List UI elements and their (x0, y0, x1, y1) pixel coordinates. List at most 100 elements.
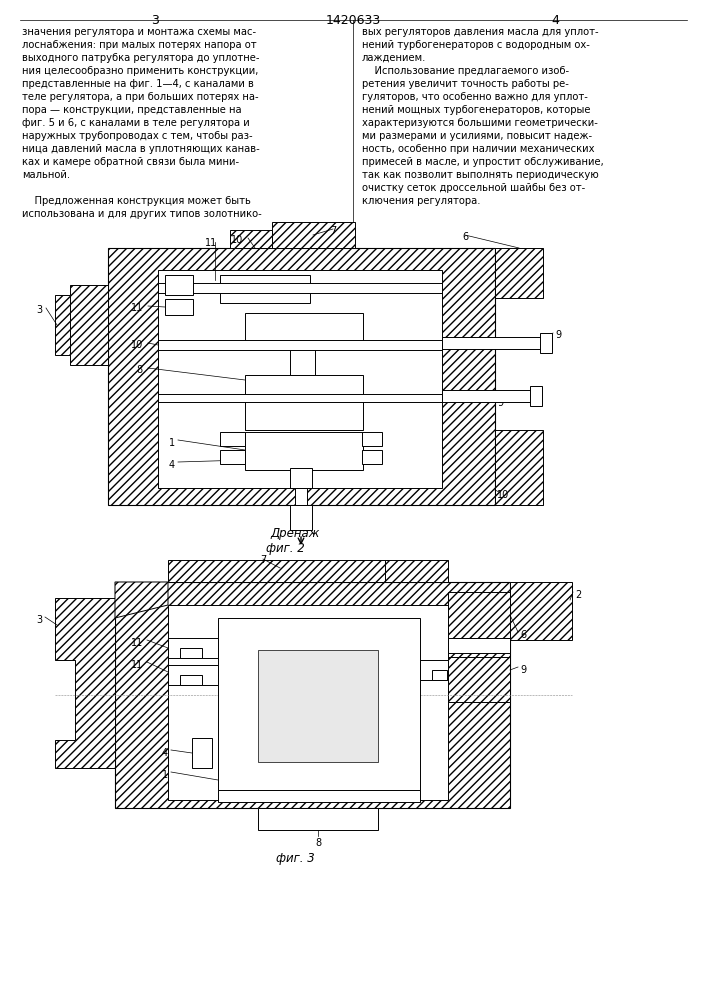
Text: характеризуются большими геометрически-: характеризуются большими геометрически- (362, 118, 598, 128)
Text: ница давлений масла в уплотняющих канав-: ница давлений масла в уплотняющих канав- (22, 144, 259, 154)
Bar (180, 648, 202, 658)
Bar (220, 275, 310, 303)
Bar (290, 468, 312, 488)
Text: лаждением.: лаждением. (362, 53, 426, 63)
Polygon shape (385, 560, 448, 582)
Text: 4: 4 (169, 460, 175, 470)
Text: 1: 1 (162, 770, 168, 780)
Bar (220, 450, 245, 464)
Bar (362, 432, 382, 446)
Bar (495, 430, 543, 505)
Bar (108, 248, 495, 505)
Text: использована и для других типов золотнико-: использована и для других типов золотник… (22, 209, 262, 219)
Bar (432, 670, 447, 680)
Text: ключения регулятора.: ключения регулятора. (362, 196, 481, 206)
Text: 2: 2 (575, 590, 581, 600)
Text: 9: 9 (555, 330, 561, 340)
Text: очистку сеток дроссельной шайбы без от-: очистку сеток дроссельной шайбы без от- (362, 183, 585, 193)
Bar (165, 299, 193, 315)
Text: 4: 4 (162, 748, 168, 758)
Text: теле регулятора, а при больших потерях на-: теле регулятора, а при больших потерях н… (22, 92, 259, 102)
Text: 3: 3 (36, 615, 42, 625)
Text: 9: 9 (497, 398, 503, 408)
Text: вых регуляторов давления масла для уплот-: вых регуляторов давления масла для уплот… (362, 27, 599, 37)
Bar (295, 488, 307, 505)
Bar (290, 505, 312, 530)
Bar (442, 390, 542, 402)
Bar (218, 618, 420, 790)
Bar (510, 582, 572, 640)
Text: 3: 3 (151, 14, 159, 27)
Bar (180, 675, 202, 685)
Text: 11: 11 (131, 303, 143, 313)
Bar (245, 432, 363, 470)
Text: ках и камере обратной связи была мини-: ках и камере обратной связи была мини- (22, 157, 239, 167)
Bar (290, 345, 315, 375)
Bar (448, 638, 510, 653)
Text: ния целесообразно применить конструкции,: ния целесообразно применить конструкции, (22, 66, 258, 76)
Text: 1420633: 1420633 (325, 14, 380, 27)
Text: значения регулятора и монтажа схемы мас-: значения регулятора и монтажа схемы мас- (22, 27, 256, 37)
Bar (230, 230, 272, 248)
Text: фиг. 5 и 6, с каналами в теле регулятора и: фиг. 5 и 6, с каналами в теле регулятора… (22, 118, 250, 128)
Text: представленные на фиг. 1—4, с каналами в: представленные на фиг. 1—4, с каналами в (22, 79, 254, 89)
Text: лоснабжения: при малых потерях напора от: лоснабжения: при малых потерях напора от (22, 40, 257, 50)
Text: Предложенная конструкция может быть: Предложенная конструкция может быть (22, 196, 251, 206)
Text: нений турбогенераторов с водородным ох-: нений турбогенераторов с водородным ох- (362, 40, 590, 50)
Bar (158, 394, 442, 402)
Polygon shape (55, 295, 70, 355)
Bar (168, 605, 448, 800)
Text: нений мощных турбогенераторов, которые: нений мощных турбогенераторов, которые (362, 105, 590, 115)
Bar (420, 660, 448, 680)
Text: 9: 9 (520, 665, 526, 675)
Text: выходного патрубка регулятора до уплотне-: выходного патрубка регулятора до уплотне… (22, 53, 259, 63)
Text: 7: 7 (330, 226, 337, 236)
Bar (442, 337, 552, 349)
Bar (158, 340, 442, 350)
Bar (258, 808, 378, 830)
Text: примесей в масле, и упростит обслуживание,: примесей в масле, и упростит обслуживани… (362, 157, 604, 167)
Text: пора — конструкции, представленные на: пора — конструкции, представленные на (22, 105, 242, 115)
Polygon shape (115, 582, 168, 618)
Text: 6: 6 (462, 232, 468, 242)
Bar (168, 665, 218, 685)
Text: 6: 6 (520, 630, 526, 640)
Bar (258, 650, 378, 762)
Bar (192, 738, 212, 768)
Bar (168, 638, 218, 658)
Bar (158, 283, 442, 293)
Text: ретения увеличит точность работы ре-: ретения увеличит точность работы ре- (362, 79, 569, 89)
Text: наружных трубопроводах с тем, чтобы раз-: наружных трубопроводах с тем, чтобы раз- (22, 131, 252, 141)
Text: 10: 10 (131, 340, 143, 350)
Bar (495, 248, 543, 298)
Text: 7: 7 (260, 555, 266, 565)
Text: 11: 11 (205, 238, 217, 248)
Polygon shape (168, 560, 385, 582)
Bar (448, 657, 510, 702)
Bar (245, 375, 363, 430)
Bar (530, 386, 542, 406)
Bar (272, 222, 355, 248)
Text: 1: 1 (169, 438, 175, 448)
Bar (220, 432, 245, 446)
Polygon shape (70, 285, 108, 365)
Text: 11: 11 (131, 660, 143, 670)
Text: так как позволит выполнять периодическую: так как позволит выполнять периодическую (362, 170, 599, 180)
Text: 10: 10 (497, 490, 509, 500)
Bar (158, 270, 442, 488)
Text: 3: 3 (36, 305, 42, 315)
Text: 8: 8 (315, 838, 321, 848)
Bar (448, 592, 510, 638)
Bar (362, 450, 382, 464)
Bar (540, 333, 552, 353)
Text: мальной.: мальной. (22, 170, 70, 180)
Polygon shape (55, 598, 115, 768)
Text: Дренаж: Дренаж (270, 527, 320, 540)
Bar (165, 275, 193, 295)
Text: 10: 10 (230, 235, 243, 245)
Text: гуляторов, что особенно важно для уплот-: гуляторов, что особенно важно для уплот- (362, 92, 588, 102)
Text: ность, особенно при наличии механических: ность, особенно при наличии механических (362, 144, 595, 154)
Text: Использование предлагаемого изоб-: Использование предлагаемого изоб- (362, 66, 569, 76)
Text: фиг. 3: фиг. 3 (276, 852, 315, 865)
Text: фиг. 2: фиг. 2 (266, 542, 305, 555)
